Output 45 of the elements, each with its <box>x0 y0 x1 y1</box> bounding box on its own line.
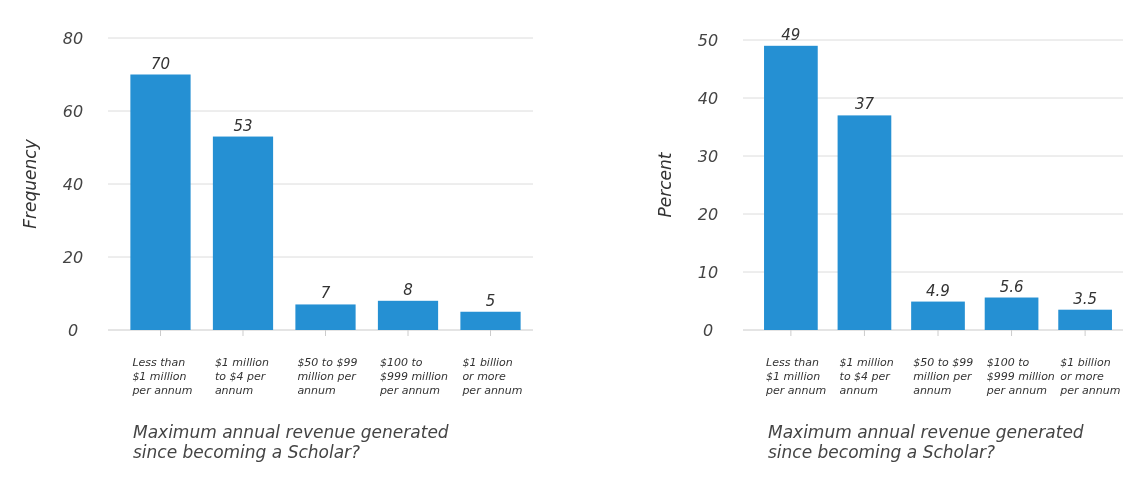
y-axis-title: Percent <box>655 151 675 218</box>
data-label: 70 <box>150 54 171 73</box>
bar <box>130 74 191 330</box>
y-axis-title: Frequency <box>20 138 40 229</box>
bar <box>911 301 965 330</box>
y-tick-label: 0 <box>67 321 79 340</box>
data-label: 37 <box>854 95 875 114</box>
bar <box>377 300 439 330</box>
x-tick-label: $100 to $999 million per annum <box>378 356 449 397</box>
y-tick-label: 40 <box>697 89 719 108</box>
x-tick-label: $1 million to $4 per annum <box>839 356 894 397</box>
data-label: 8 <box>403 280 413 299</box>
data-label: 7 <box>320 284 331 303</box>
y-tick-label: 80 <box>62 29 84 48</box>
x-tick-label: $1 billion or more per annum <box>1059 356 1121 397</box>
bar <box>984 297 1039 330</box>
data-label: 53 <box>233 116 253 135</box>
x-axis-title: Maximum annual revenue generated since becoming a Scholar? <box>133 422 449 462</box>
x-tick-label: $50 to $99 million per annum <box>297 356 358 397</box>
x-tick-label: $100 to $999 million per annum <box>985 356 1055 397</box>
y-tick-label: 50 <box>697 31 719 50</box>
y-tick-label: 10 <box>697 263 719 282</box>
x-tick-label: $50 to $99 million per annum <box>913 356 974 397</box>
y-tick-label: 0 <box>702 321 714 340</box>
bar <box>460 311 521 330</box>
x-tick-label: Less than $1 million per annum <box>765 356 827 397</box>
y-tick-label: 30 <box>697 147 719 166</box>
x-tick-label: $1 billion or more per annum <box>461 356 523 397</box>
y-tick-label: 20 <box>62 248 84 267</box>
bar <box>1058 309 1112 330</box>
bar <box>764 45 818 330</box>
x-tick-label: Less than $1 million per annum <box>131 356 193 397</box>
data-label: 5 <box>485 291 496 310</box>
data-label: 49 <box>781 25 801 44</box>
y-tick-label: 40 <box>62 175 84 194</box>
data-label: 3.5 <box>1073 289 1098 308</box>
x-tick-label: $1 million to $4 per annum <box>214 356 270 397</box>
x-axis-title: Maximum annual revenue generated since becoming a Scholar? <box>768 422 1084 462</box>
bar <box>837 115 892 330</box>
data-label: 4.9 <box>926 281 950 300</box>
y-tick-label: 60 <box>62 102 84 121</box>
bar <box>212 136 274 330</box>
data-label: 5.6 <box>999 277 1024 296</box>
y-tick-label: 20 <box>697 205 719 224</box>
bar <box>295 304 356 330</box>
